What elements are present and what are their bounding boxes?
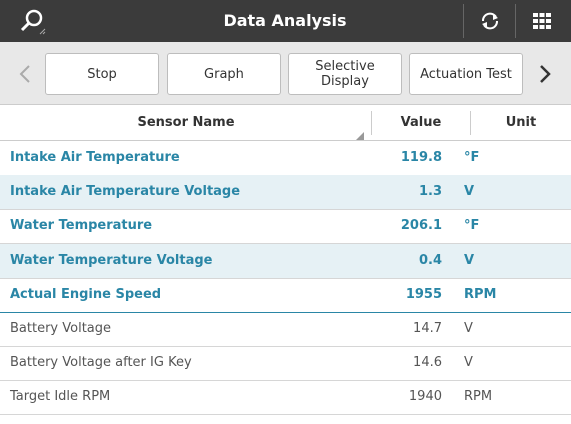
sensor-name: Battery Voltage bbox=[10, 321, 112, 336]
resize-handle bbox=[356, 132, 364, 140]
table-row[interactable]: Actual Engine Speed 1955 RPM bbox=[0, 278, 571, 313]
sensor-value: 14.7 bbox=[413, 321, 442, 336]
table-row[interactable]: Water Temperature 206.1 °F bbox=[0, 209, 571, 245]
refresh-icon[interactable] bbox=[478, 10, 502, 32]
column-header[interactable]: Value bbox=[400, 115, 442, 130]
table-row[interactable]: Battery Voltage after IG Key 14.6 V bbox=[0, 346, 571, 382]
table-header: Sensor Name Value Unit bbox=[0, 105, 571, 141]
table-row[interactable]: Intake Air Temperature 119.8 °F bbox=[0, 141, 571, 176]
sensor-name: Intake Air Temperature Voltage bbox=[10, 184, 241, 200]
search-icon[interactable] bbox=[18, 8, 46, 36]
sensor-name: Intake Air Temperature bbox=[10, 150, 180, 165]
sensor-unit: RPM bbox=[464, 389, 493, 405]
sensor-name: Actual Engine Speed bbox=[10, 286, 162, 302]
sensor-value: 206.1 bbox=[400, 218, 442, 234]
scroll-left[interactable] bbox=[18, 64, 32, 84]
sensor-value: 0.4 bbox=[418, 252, 442, 268]
toolbar-button[interactable]: Selective Display bbox=[288, 53, 402, 95]
table-row[interactable]: Intake Air Temperature Voltage 1.3 V bbox=[0, 175, 571, 211]
scroll-right[interactable] bbox=[538, 64, 552, 84]
sensor-unit: V bbox=[464, 252, 475, 268]
sensor-value: 14.6 bbox=[413, 355, 442, 371]
top-bar: Data Analysis bbox=[0, 0, 571, 42]
table-row[interactable]: Target Idle RPM 1940 RPM bbox=[0, 380, 571, 416]
toolbar-button[interactable]: Actuation Test bbox=[409, 53, 523, 95]
sensor-name: Water Temperature Voltage bbox=[10, 252, 213, 268]
sensor-unit: V bbox=[464, 184, 475, 200]
table-body: Intake Air Temperature 119.8 °F Intake Air … bbox=[0, 141, 571, 424]
toolbar-button[interactable]: Stop bbox=[45, 53, 159, 95]
sensor-value: 1955 bbox=[405, 286, 442, 302]
sensor-name: Target Idle RPM bbox=[10, 389, 111, 405]
sensor-value: 1940 bbox=[408, 389, 442, 405]
sensor-value: 119.8 bbox=[400, 150, 442, 165]
sensor-unit: V bbox=[464, 355, 473, 371]
table-row[interactable]: Battery Voltage 14.7 V bbox=[0, 312, 571, 347]
sensor-value: 1.3 bbox=[418, 184, 442, 200]
toolbar: Stop Graph Selective Display Actuation Test bbox=[0, 42, 571, 105]
sensor-unit: °F bbox=[464, 218, 480, 234]
screen-title: Data Analysis bbox=[223, 11, 347, 30]
column-header[interactable]: Sensor Name bbox=[137, 115, 235, 130]
separator bbox=[371, 111, 372, 135]
table-row[interactable]: Water Temperature Voltage 0.4 V bbox=[0, 243, 571, 279]
separator bbox=[470, 111, 471, 135]
toolbar-button[interactable]: Graph bbox=[167, 53, 281, 95]
column-header[interactable]: Unit bbox=[505, 115, 537, 130]
separator bbox=[463, 4, 464, 38]
separator bbox=[515, 4, 516, 38]
menu-grid-icon[interactable] bbox=[533, 13, 551, 29]
sensor-name: Water Temperature bbox=[10, 218, 153, 234]
sensor-unit: RPM bbox=[464, 286, 497, 302]
sensor-name: Battery Voltage after IG Key bbox=[10, 355, 192, 371]
sensor-unit: V bbox=[464, 321, 473, 336]
sensor-unit: °F bbox=[464, 150, 480, 165]
